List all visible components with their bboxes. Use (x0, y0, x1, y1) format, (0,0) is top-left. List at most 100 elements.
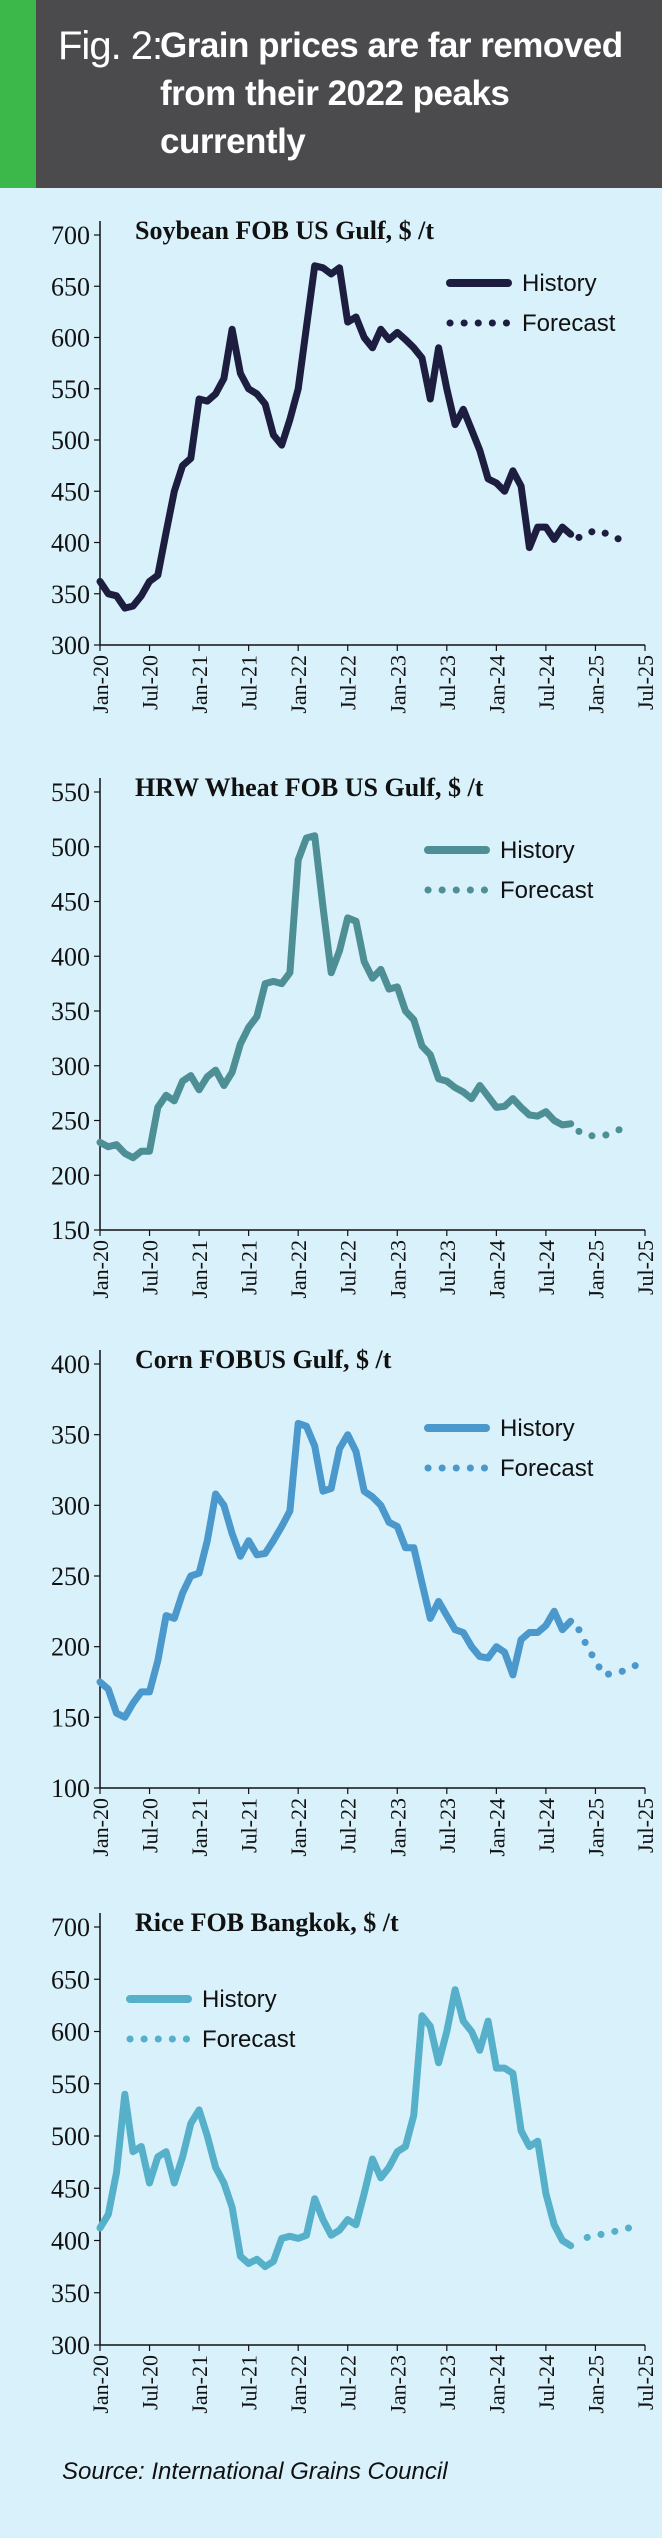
y-tick-label: 700 (51, 221, 90, 250)
x-tick-label: Jan-24 (484, 1798, 509, 1857)
y-tick-label: 350 (51, 997, 90, 1026)
y-tick-label: 300 (51, 1491, 90, 1520)
chart-soybean: Soybean FOB US Gulf, $ /t 300 350 400 450 500… (0, 195, 662, 735)
y-tick-label: 300 (51, 1052, 90, 1081)
legend-history-label: History (202, 1986, 277, 2013)
x-tick-label: Jul-22 (336, 1798, 361, 1853)
x-tick-label: Jan-25 (583, 2355, 608, 2414)
chart-corn-svg: Corn FOBUS Gulf, $ /t 100 150 200 250 300 350 4… (51, 1345, 658, 1857)
y-tick-label: 650 (51, 1965, 90, 1994)
x-tick-label: Jan-24 (484, 2355, 509, 2414)
y-tick-label: 300 (51, 631, 90, 660)
legend-forecast-label: Forecast (202, 2026, 296, 2053)
y-tick-label: 450 (51, 477, 90, 506)
x-tick-label: Jul-21 (237, 1240, 262, 1295)
y-tick-label: 200 (51, 1633, 90, 1662)
forecast-series-line (583, 2222, 641, 2241)
x-tick-label: Jan-20 (88, 1798, 113, 1857)
x-tick-label: Jan-23 (385, 655, 410, 714)
chart-title: Rice FOB Bangkok, $ /t (135, 1908, 399, 1937)
y-tick-label: 250 (51, 1562, 90, 1591)
y-tick-label: 700 (51, 1913, 90, 1942)
forecast-series-line (575, 1122, 632, 1140)
chart-wheat-svg: HRW Wheat FOB US Gulf, $ /t 150 200 250 300 3… (51, 773, 658, 1299)
chart-title: HRW Wheat FOB US Gulf, $ /t (135, 773, 484, 802)
y-tick-label: 400 (51, 2227, 90, 2256)
x-tick-label: Jan-23 (385, 1240, 410, 1299)
x-tick-label: Jul-23 (435, 655, 460, 710)
x-tick-label: Jul-20 (138, 1798, 163, 1853)
legend-history-label: History (522, 270, 597, 297)
x-tick-label: Jan-22 (286, 1240, 311, 1299)
x-tick-label: Jul-24 (534, 655, 559, 710)
x-tick-label: Jul-23 (435, 1240, 460, 1295)
x-tick-label: Jul-24 (534, 1798, 559, 1853)
x-tick-label: Jan-24 (484, 1240, 509, 1299)
x-tick-label: Jul-21 (237, 2355, 262, 2410)
figure-header: Fig. 2: Grain prices are far removed fro… (0, 0, 662, 188)
x-tick-label: Jan-25 (583, 1798, 608, 1857)
y-tick-label: 500 (51, 833, 90, 862)
x-tick-label: Jul-20 (138, 1240, 163, 1295)
y-tick-label: 600 (51, 324, 90, 353)
legend-history-label: History (500, 837, 575, 864)
y-tick-label: 350 (51, 580, 90, 609)
history-series-line (96, 1986, 575, 2271)
y-tick-label: 650 (51, 272, 90, 301)
x-tick-label: Jul-22 (336, 1240, 361, 1295)
header-accent-bar (0, 0, 36, 188)
figure-label: Fig. 2: (58, 24, 163, 68)
y-tick-label: 350 (51, 2279, 90, 2308)
history-series-line (96, 832, 575, 1162)
x-tick-label: Jan-25 (583, 1240, 608, 1299)
y-tick-label: 500 (51, 426, 90, 455)
chart-soybean-svg: Soybean FOB US Gulf, $ /t 300 350 400 450 500… (51, 216, 658, 714)
x-tick-label: Jul-25 (633, 1798, 658, 1853)
x-tick-label: Jul-22 (336, 2355, 361, 2410)
y-tick-label: 550 (51, 778, 90, 807)
x-tick-label: Jul-21 (237, 655, 262, 710)
x-tick-label: Jul-25 (633, 2355, 658, 2410)
chart-corn: Corn FOBUS Gulf, $ /t 100 150 200 250 300 350 4… (0, 1328, 662, 1888)
chart-wheat: HRW Wheat FOB US Gulf, $ /t 150 200 250 300 3… (0, 760, 662, 1300)
y-tick-label: 300 (51, 2331, 90, 2360)
legend-history-label: History (500, 1415, 575, 1442)
x-tick-label: Jul-23 (435, 2355, 460, 2410)
y-tick-label: 450 (51, 2174, 90, 2203)
legend-forecast-label: Forecast (500, 1455, 594, 1482)
x-tick-label: Jul-25 (633, 1240, 658, 1295)
x-tick-label: Jul-21 (237, 1798, 262, 1853)
y-tick-label: 400 (51, 942, 90, 971)
x-tick-label: Jul-20 (138, 2355, 163, 2410)
history-series-line (96, 1419, 575, 1721)
chart-title: Corn FOBUS Gulf, $ /t (135, 1345, 392, 1374)
history-series-line (96, 262, 575, 612)
x-tick-label: Jan-23 (385, 1798, 410, 1857)
x-tick-label: Jul-24 (534, 1240, 559, 1295)
y-tick-label: 100 (51, 1774, 90, 1803)
y-tick-label: 400 (51, 1350, 90, 1379)
x-tick-label: Jan-22 (286, 1798, 311, 1857)
x-tick-label: Jan-22 (286, 655, 311, 714)
x-tick-label: Jan-23 (385, 2355, 410, 2414)
y-tick-label: 600 (51, 2018, 90, 2047)
x-tick-label: Jul-23 (435, 1798, 460, 1853)
legend-forecast-label: Forecast (500, 877, 594, 904)
x-tick-label: Jul-22 (336, 655, 361, 710)
y-tick-label: 150 (51, 1216, 90, 1245)
y-tick-label: 550 (51, 2070, 90, 2099)
x-tick-label: Jul-20 (138, 655, 163, 710)
y-tick-label: 350 (51, 1421, 90, 1450)
chart-title: Soybean FOB US Gulf, $ /t (135, 216, 434, 245)
x-tick-label: Jan-22 (286, 2355, 311, 2414)
x-tick-label: Jan-21 (187, 2355, 212, 2414)
x-tick-label: Jan-21 (187, 1240, 212, 1299)
x-tick-label: Jan-20 (88, 655, 113, 714)
y-tick-label: 450 (51, 888, 90, 917)
y-tick-label: 500 (51, 2122, 90, 2151)
y-tick-label: 200 (51, 1161, 90, 1190)
legend-forecast-label: Forecast (522, 310, 616, 337)
y-tick-label: 550 (51, 375, 90, 404)
x-tick-label: Jan-21 (187, 655, 212, 714)
x-tick-label: Jan-20 (88, 2355, 113, 2414)
